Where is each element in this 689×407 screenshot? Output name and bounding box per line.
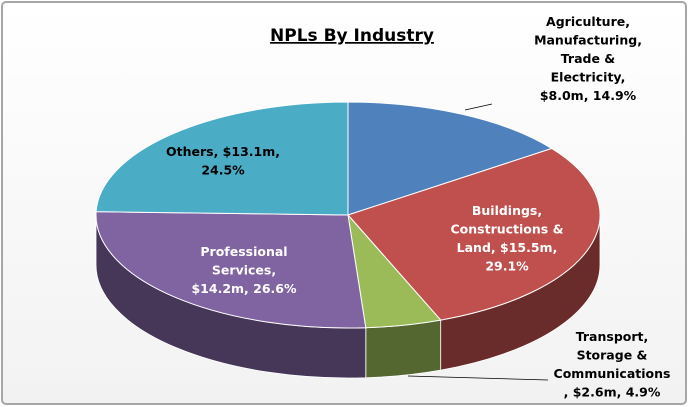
data-label-line: Constructions & — [451, 221, 564, 236]
data-label-line: $8.0m, 14.9% — [540, 88, 637, 103]
data-label: Buildings, Constructions & Land, $15.5m, 29… — [451, 203, 564, 274]
data-label-line: Professional — [200, 244, 287, 259]
leader-line — [407, 375, 549, 381]
labels: Agriculture, Manufacturing, Trade & Electri… — [166, 14, 670, 400]
data-label-line: Buildings, — [472, 203, 542, 218]
data-label-line: Services, — [212, 262, 276, 277]
data-label-line: Communications — [554, 366, 671, 381]
slice — [347, 101, 553, 216]
data-label: Transport, Storage & Communications , $2.6m… — [554, 329, 671, 400]
data-label-line: Others, $13.1m, — [166, 144, 280, 159]
data-label-line: Electricity, — [551, 69, 626, 84]
data-label-line: 24.5% — [201, 162, 245, 177]
data-label: Professional Services, $14.2m, 26.6% — [191, 244, 297, 296]
pie — [95, 101, 601, 379]
data-label-line: Storage & — [577, 347, 648, 362]
slice — [347, 147, 601, 321]
leader-line — [464, 103, 493, 111]
chart-title: NPLs By Industry — [270, 26, 434, 46]
data-label-line: $14.2m, 26.6% — [191, 281, 297, 296]
data-label: Agriculture, Manufacturing, Trade & Electri… — [534, 14, 642, 103]
data-label-line: Land, $15.5m, — [457, 240, 558, 255]
slice-side — [365, 319, 442, 379]
data-label-line: Transport, — [576, 329, 649, 344]
data-label-line: Trade & — [561, 51, 616, 66]
data-label-line: 29.1% — [485, 258, 529, 273]
data-label-line: , $2.6m, 4.9% — [564, 384, 661, 399]
data-label-line: Manufacturing, — [534, 32, 642, 47]
slice — [95, 211, 367, 329]
slice — [95, 101, 349, 216]
data-label-line: Agriculture, — [546, 14, 630, 29]
data-label: Others, $13.1m, 24.5% — [166, 144, 280, 178]
